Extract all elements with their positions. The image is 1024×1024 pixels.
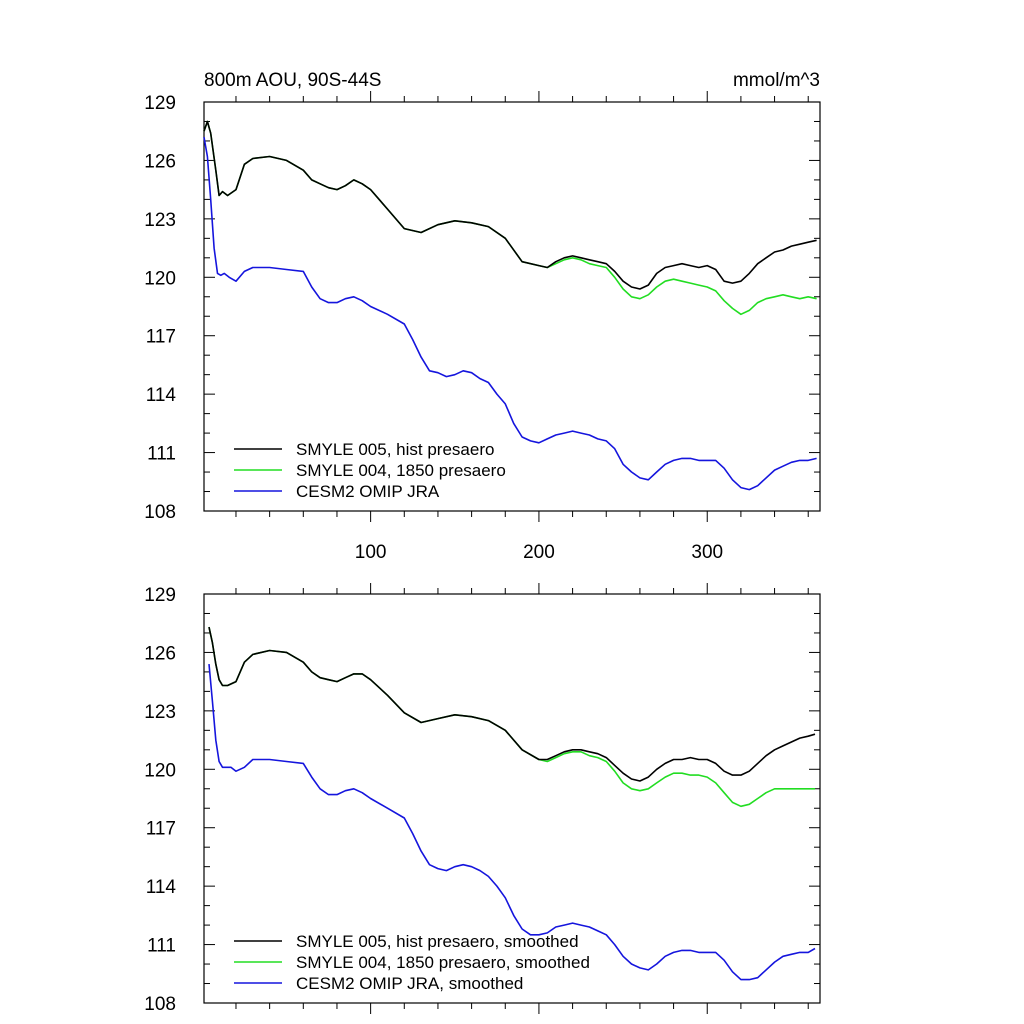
y-tick-labels-top: 108 111 114 117 120 123 126 129	[144, 93, 176, 523]
units-label: mmol/m^3	[733, 70, 820, 91]
legend-label: CESM2 OMIP JRA	[296, 482, 440, 501]
y-tick-label: 117	[146, 819, 176, 840]
y-tick-label: 117	[146, 327, 176, 348]
legend-label: CESM2 OMIP JRA, smoothed	[296, 974, 523, 993]
series-line-0	[208, 626, 816, 782]
y-tick-label: 129	[144, 585, 176, 606]
legend-top: SMYLE 005, hist presaero SMYLE 004, 1850 …	[234, 440, 506, 501]
series-group-top	[203, 120, 817, 491]
legend-bottom: SMYLE 005, hist presaero, smoothed SMYLE …	[234, 932, 590, 993]
y-tick-label: 114	[146, 385, 177, 406]
series-line-1	[203, 120, 817, 316]
series-line-2	[203, 136, 817, 491]
x-tick-label: 300	[691, 542, 723, 563]
y-tick-label: 126	[144, 151, 176, 172]
y-tick-label: 111	[147, 936, 176, 957]
y-tick-label: 120	[144, 268, 176, 289]
y-tick-label: 108	[144, 994, 176, 1015]
y-tick-label: 123	[144, 702, 176, 723]
series-line-0	[203, 120, 817, 290]
y-tick-label: 108	[144, 502, 176, 523]
chart-title: 800m AOU, 90S-44S	[204, 70, 381, 91]
axis-ticks-top	[204, 91, 820, 522]
legend-label: SMYLE 005, hist presaero	[296, 440, 494, 459]
y-tick-label: 114	[146, 877, 177, 898]
y-tick-labels-bottom: 108 111 114 117 120 123 126 129	[144, 585, 176, 1015]
axis-ticks-bottom	[204, 583, 820, 1014]
y-tick-label: 123	[144, 210, 176, 231]
y-tick-label: 111	[147, 444, 176, 465]
y-tick-label: 120	[144, 760, 176, 781]
series-line-1	[208, 626, 815, 808]
plot-frame-top	[203, 101, 821, 512]
y-tick-label: 129	[144, 93, 176, 114]
top-panel: 800m AOU, 90S-44S mmol/m^3 1081111141171…	[144, 70, 821, 563]
plot-frame-bottom	[203, 593, 821, 1004]
bottom-panel: 108 111 114 117 120 123 126 129 SMYLE 005, hist…	[144, 583, 821, 1015]
legend-label: SMYLE 004, 1850 presaero, smoothed	[296, 953, 590, 972]
legend-label: SMYLE 005, hist presaero, smoothed	[296, 932, 579, 951]
series-group-bottom	[208, 626, 816, 981]
x-tick-label: 100	[355, 542, 387, 563]
y-tick-label: 126	[144, 643, 176, 664]
x-tick-labels-top: 100 200 300	[355, 542, 723, 563]
legend-label: SMYLE 004, 1850 presaero	[296, 461, 506, 480]
series-line-2	[208, 664, 816, 981]
x-tick-label: 200	[523, 542, 555, 563]
